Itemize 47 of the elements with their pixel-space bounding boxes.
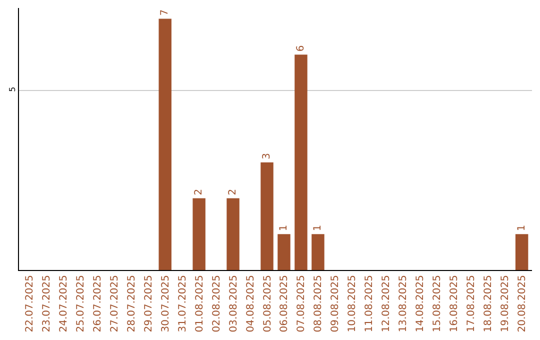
- x-tick-label: 26.07.2025: [92, 275, 104, 332]
- x-tick-label: 27.07.2025: [109, 275, 120, 332]
- x-tick-label: 22.07.2025: [24, 275, 36, 332]
- x-tick-label: 09.08.2025: [330, 275, 342, 332]
- bar: [192, 198, 206, 270]
- x-tick-label: 28.07.2025: [126, 275, 138, 332]
- data-label: 7: [160, 9, 171, 16]
- x-tick-label: 16.08.2025: [449, 275, 460, 332]
- x-tick-label: 04.08.2025: [245, 275, 256, 332]
- bar: [294, 54, 308, 270]
- x-tick-label: 03.08.2025: [228, 275, 240, 332]
- x-tick-label: 14.08.2025: [415, 275, 426, 332]
- x-tick-label: 11.08.2025: [364, 275, 376, 332]
- x-tick-label: 20.08.2025: [517, 275, 528, 332]
- x-tick-label: 30.07.2025: [160, 275, 172, 332]
- x-tick-label: 31.07.2025: [177, 275, 188, 332]
- x-tick-label: 15.08.2025: [432, 275, 444, 332]
- x-tick-label: 01.08.2025: [194, 275, 206, 332]
- x-tick-label: 17.08.2025: [466, 275, 478, 332]
- x-tick-label: 12.08.2025: [381, 275, 392, 332]
- x-tick-label: 18.08.2025: [483, 275, 494, 332]
- bar: [312, 234, 324, 270]
- x-tick-label: 02.08.2025: [211, 275, 222, 332]
- x-tick-label: 08.08.2025: [313, 275, 324, 332]
- x-tick-label: 13.08.2025: [398, 275, 410, 332]
- bar: [260, 162, 274, 270]
- y-tick-label: 5: [8, 86, 17, 92]
- bar: [226, 198, 240, 270]
- data-label: 1: [312, 224, 324, 232]
- x-tick-label: 25.07.2025: [75, 275, 86, 332]
- x-tick-label: 06.08.2025: [279, 275, 290, 332]
- data-label: 2: [194, 188, 205, 196]
- bar: [515, 234, 528, 270]
- x-tick-label: 05.08.2025: [262, 275, 274, 332]
- x-tick-label: 07.08.2025: [296, 275, 308, 332]
- bar: [278, 234, 290, 270]
- x-tick-label: 23.07.2025: [41, 275, 52, 332]
- x-tick-label: 24.07.2025: [58, 275, 70, 332]
- x-tick-label: 10.08.2025: [347, 275, 358, 332]
- x-tick-label: 29.07.2025: [143, 275, 154, 332]
- data-label: 1: [278, 224, 290, 232]
- data-label: 2: [228, 188, 239, 196]
- x-tick-label: 19.08.2025: [500, 275, 512, 332]
- data-label: 1: [516, 224, 528, 232]
- data-label: 6: [295, 45, 306, 52]
- data-label: 3: [262, 152, 273, 160]
- bar: [158, 18, 172, 270]
